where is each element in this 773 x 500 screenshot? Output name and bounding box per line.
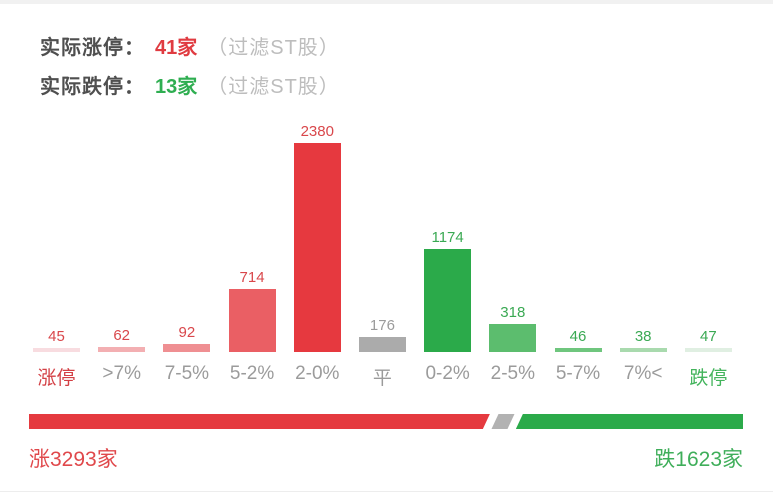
bar bbox=[424, 249, 472, 352]
bar-value-label: 47 bbox=[700, 328, 717, 345]
advancers-count-label: 涨3293家 bbox=[29, 448, 118, 471]
category-label-平: 平 bbox=[372, 368, 392, 389]
bar-column-涨停: 45 bbox=[33, 328, 80, 352]
bar-value-label: 714 bbox=[239, 269, 265, 286]
bar-column-5-2%: 714 bbox=[228, 269, 276, 352]
category-label-涨停: 涨停 bbox=[37, 368, 76, 389]
category-label-2-5%: 2-5% bbox=[490, 363, 535, 384]
actual-limit-down-note: （过滤ST股） bbox=[207, 76, 340, 98]
bar bbox=[489, 324, 537, 352]
bar-column-2-5%: 318 bbox=[489, 304, 537, 352]
gauge-up-segment bbox=[29, 414, 490, 429]
bar-column-2-0%: 2380 bbox=[293, 123, 341, 352]
bar bbox=[619, 348, 667, 352]
bar-column-7%<: 38 bbox=[619, 328, 667, 352]
bar-value-label: 318 bbox=[500, 304, 526, 321]
category-label-0-2%: 0-2% bbox=[425, 363, 470, 384]
decliners-count-label: 跌1623家 bbox=[654, 448, 743, 471]
actual-limit-up-note: （过滤ST股） bbox=[207, 37, 340, 59]
distribution-bar-chart: 45 62 92 714 2380 176 1174 318 46 38 47 bbox=[33, 120, 732, 352]
bar bbox=[98, 347, 146, 352]
bar-value-label: 2380 bbox=[300, 123, 334, 140]
bar-column->7%: 62 bbox=[98, 327, 146, 352]
gauge-down-segment bbox=[515, 414, 743, 429]
category-label-5-7%: 5-7% bbox=[555, 363, 601, 384]
bar-column-0-2%: 1174 bbox=[424, 229, 472, 352]
category-label-7%<: 7%< bbox=[623, 363, 663, 384]
distribution-category-axis: 涨停 >7% 7-5% 5-2% 2-0% 平 0-2% 2-5% 5-7% 7%< 跌停 bbox=[33, 363, 732, 390]
up-down-ratio-gauge bbox=[29, 414, 743, 429]
bar bbox=[228, 289, 276, 352]
gauge-gap bbox=[510, 414, 516, 429]
bar-column-平: 176 bbox=[358, 317, 406, 352]
actual-limit-down-row: 实际跌停： 13家 （过滤ST股） bbox=[40, 65, 340, 104]
bar bbox=[33, 348, 80, 352]
gauge-gap bbox=[489, 414, 495, 429]
category-label-7-5%: 7-5% bbox=[164, 363, 210, 384]
bar bbox=[358, 337, 406, 352]
top-edge-strip bbox=[0, 0, 773, 4]
actual-limit-up-label: 实际涨停： bbox=[40, 37, 145, 59]
bar-value-label: 38 bbox=[634, 328, 652, 345]
bar-value-label: 92 bbox=[178, 324, 196, 341]
bar-column-跌停: 47 bbox=[684, 328, 732, 352]
bar-column-5-7%: 46 bbox=[554, 328, 602, 352]
category-label-5-2%: 5-2% bbox=[229, 363, 275, 384]
bar bbox=[684, 348, 732, 352]
bar-value-label: 45 bbox=[48, 328, 65, 345]
bar-value-label: 46 bbox=[569, 328, 587, 345]
category-label->7%: >7% bbox=[102, 363, 141, 384]
actual-limit-up-value: 41家 bbox=[155, 37, 198, 59]
category-label-2-0%: 2-0% bbox=[295, 363, 340, 384]
bar bbox=[293, 143, 341, 352]
bar bbox=[554, 348, 602, 352]
gauge-labels: 涨3293家 跌1623家 bbox=[29, 443, 743, 473]
bar-value-label: 176 bbox=[369, 317, 395, 334]
limit-stats-header: 实际涨停： 41家 （过滤ST股） 实际跌停： 13家 （过滤ST股） bbox=[40, 26, 340, 104]
actual-limit-down-label: 实际跌停： bbox=[40, 76, 145, 98]
bar-value-label: 1174 bbox=[431, 229, 464, 246]
bar bbox=[163, 344, 211, 352]
bottom-divider bbox=[0, 491, 773, 492]
bar-column-7-5%: 92 bbox=[163, 324, 211, 352]
actual-limit-down-value: 13家 bbox=[155, 76, 198, 98]
bar-value-label: 62 bbox=[113, 327, 131, 344]
category-label-跌停: 跌停 bbox=[689, 368, 728, 389]
actual-limit-up-row: 实际涨停： 41家 （过滤ST股） bbox=[40, 26, 340, 65]
